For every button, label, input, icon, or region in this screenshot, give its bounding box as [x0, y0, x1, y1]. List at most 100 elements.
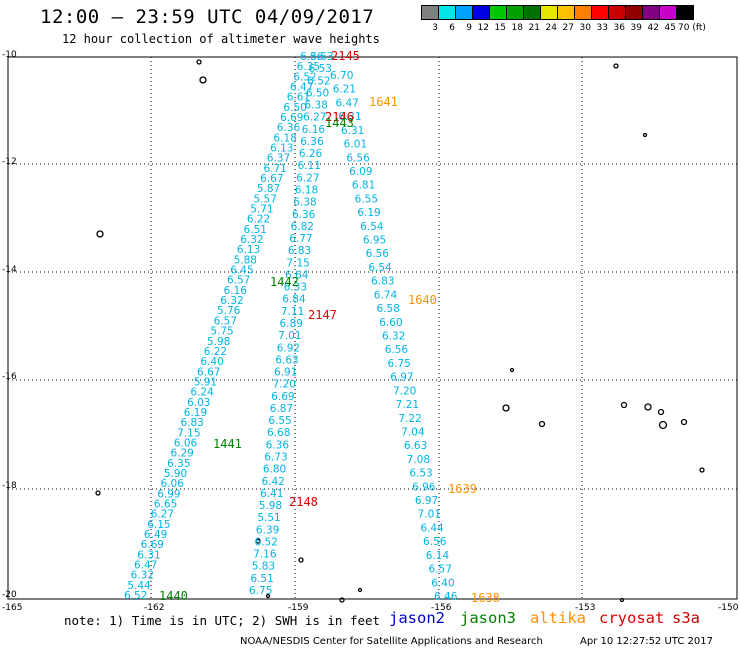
- swh-value-track-c: 6.54: [368, 262, 392, 274]
- swh-value-track-b: 6.39: [256, 524, 279, 536]
- swh-value-track-c: 6.97: [415, 495, 438, 507]
- swh-value-track-a: 6.35: [297, 61, 320, 73]
- island-outline: [199, 76, 207, 84]
- swh-value-track-c: 6.31: [338, 111, 361, 123]
- lon-label: -159: [288, 603, 309, 613]
- swh-value-track-a: 5.76: [217, 305, 241, 317]
- legend-swatch: [625, 5, 643, 20]
- swh-value-track-c: 6.09: [349, 166, 372, 178]
- swh-value-track-b: 6.18: [295, 185, 318, 197]
- island-outline: [613, 63, 619, 69]
- legend-cryosat: cryosat: [599, 609, 665, 627]
- swh-value-track-c: 6.40: [431, 577, 454, 589]
- swh-value-track-c: 7.01: [418, 509, 441, 521]
- lat-label: -20: [2, 590, 17, 600]
- credit-text: NOAA/NESDIS Center for Satellite Applica…: [240, 636, 543, 647]
- swh-value-track-c: 6.55: [355, 193, 378, 205]
- swh-value-track-b: 6.36: [266, 439, 290, 451]
- swh-value-track-b: 5.51: [257, 512, 280, 524]
- lon-label: -153: [575, 603, 596, 613]
- swh-value-track-a: 6.32: [240, 234, 263, 246]
- swh-value-track-c: 6.74: [374, 289, 398, 301]
- swh-value-track-b: 6.16: [302, 124, 326, 136]
- swh-value-track-c: 6.21: [333, 84, 356, 96]
- swh-value-track-a: 5.88: [234, 254, 257, 266]
- swh-value-track-a: 6.67: [197, 366, 220, 378]
- legend-label: 9: [466, 23, 472, 33]
- swh-value-track-b: 6.80: [263, 464, 286, 476]
- legend-swatch: [676, 5, 694, 20]
- lat-label: -10: [2, 50, 17, 60]
- swh-value-track-c: 6.60: [379, 317, 402, 329]
- swh-value-track-a: 5.90: [164, 468, 187, 480]
- legend-swatch: [523, 5, 541, 20]
- color-legend-labels: 3 6 9 12 15 18 21 24 27 30 33 36 39 42 45 70 (ft): [421, 23, 718, 33]
- island-outline: [680, 418, 688, 426]
- legend-swatch: [540, 5, 558, 20]
- swh-value-track-c: 6.57: [429, 564, 452, 576]
- lat-label: -12: [2, 157, 17, 167]
- swh-value-track-c: 6.75: [387, 358, 410, 370]
- swh-value-track-a: 6.57: [214, 315, 237, 327]
- island-outline: [619, 597, 625, 603]
- lon-label: -156: [431, 603, 452, 613]
- swh-value-track-a: 6.71: [263, 163, 286, 175]
- swh-value-track-c: 6.47: [335, 97, 358, 109]
- swh-value-track-a: 5.44: [127, 580, 151, 592]
- swh-value-track-c: 6.58: [377, 303, 400, 315]
- pass-label-altika: 1641: [369, 95, 398, 109]
- legend-label: 6: [449, 23, 455, 33]
- swh-value-track-b: 6.63: [275, 354, 298, 366]
- swh-value-track-c: 6.81: [352, 180, 375, 192]
- swh-value-track-b: 6.27: [296, 172, 319, 184]
- swh-value-track-c: 6.14: [426, 550, 450, 562]
- swh-value-track-b: 6.33: [284, 282, 307, 294]
- pass-label-cryosat: 2146: [325, 110, 354, 124]
- legend-label: 45: [664, 23, 676, 33]
- legend-label: 15: [494, 23, 506, 33]
- swh-value-track-a: 6.45: [230, 265, 253, 277]
- swh-value-track-b: 7.16: [253, 549, 277, 561]
- lat-label: -16: [2, 372, 17, 382]
- swh-value-track-c: 7.20: [393, 385, 416, 397]
- swh-value-track-b: 6.42: [261, 476, 284, 488]
- legend-label: 30: [579, 23, 591, 33]
- swh-value-track-b: 6.52: [307, 75, 330, 87]
- swh-value-track-a: 6.51: [244, 224, 267, 236]
- swh-value-track-a: 6.06: [161, 478, 185, 490]
- swh-value-track-a: 5.98: [207, 336, 230, 348]
- swh-value-track-b: 7.15: [286, 257, 309, 269]
- swh-value-track-a: 6.16: [224, 285, 248, 297]
- pass-label-jason3: 1443: [325, 116, 354, 130]
- swh-value-track-a: 6.69: [141, 539, 164, 551]
- swh-value-track-a: 6.15: [147, 519, 170, 531]
- legend-label: 42: [647, 23, 659, 33]
- swh-value-track-a: 6.69: [280, 112, 303, 124]
- lon-label: -165: [2, 603, 23, 613]
- swh-value-track-a: 6.19: [184, 407, 207, 419]
- legend-label: 70 (ft): [678, 23, 706, 33]
- map-frame: [7, 56, 738, 600]
- swh-value-track-b: 6.38: [293, 197, 316, 209]
- swh-value-track-a: 5.71: [250, 204, 273, 216]
- generated-timestamp: Apr 10 12:27:52 UTC 2017: [580, 636, 713, 647]
- swh-value-track-c: 6.46: [434, 591, 458, 603]
- island-outline: [620, 401, 628, 409]
- swh-value-track-c: 6.63: [404, 440, 427, 452]
- swh-value-track-b: 6.89: [280, 318, 303, 330]
- legend-swatch: [421, 5, 439, 20]
- swh-value-track-a: 6.57: [227, 275, 250, 287]
- swh-value-track-b: 6.36: [292, 209, 316, 221]
- swh-value-track-a: 6.36: [277, 122, 301, 134]
- swh-value-track-a: 5.91: [194, 376, 217, 388]
- pass-label-altika: 1640: [408, 293, 437, 307]
- swh-value-track-c: 6.56: [346, 152, 370, 164]
- swh-value-track-b: 6.82: [291, 221, 314, 233]
- swh-value-track-c: 7.04: [401, 426, 425, 438]
- swh-value-track-b: 6.84: [282, 294, 306, 306]
- legend-label: 36: [613, 23, 625, 33]
- legend-s3a: s3a: [672, 609, 700, 627]
- swh-value-track-b: 6.77: [289, 233, 312, 245]
- island-outline: [265, 593, 271, 599]
- swh-value-track-a: 6.32: [131, 570, 154, 582]
